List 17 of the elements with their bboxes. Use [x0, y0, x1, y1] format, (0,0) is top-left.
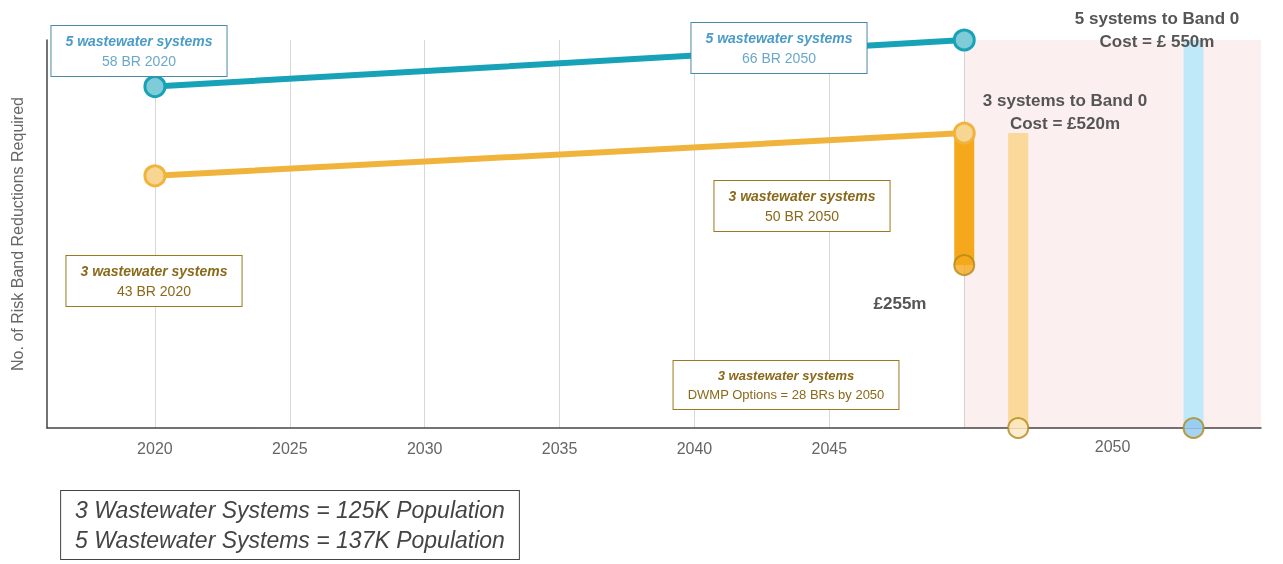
y-axis-title: No. of Risk Band Reductions Required [8, 97, 26, 371]
x-tick-label: 2035 [541, 439, 578, 457]
text: 3 Wastewater Systems = 125K Population 5 Wastewater Systems = 137K Population [75, 497, 505, 553]
annotation: 5 wastewater systems 58 BR 2020 [65, 33, 213, 69]
annotation: £255m [873, 293, 927, 313]
x-tick-label: 2020 [137, 439, 173, 457]
annotation: 5 systems to Band 0 Cost = £ 550m [1074, 9, 1240, 51]
x-tick-label: 2045 [811, 439, 848, 457]
x-tick-label: 2030 [406, 439, 443, 457]
annotation: 3 wastewater systems 43 BR 2020 [80, 263, 228, 299]
band-label: 2050 [1094, 437, 1131, 455]
x-tick-label: 2040 [676, 439, 713, 457]
annotation: 3 wastewater systems DWMP Options = 28 BRs by 2050 [687, 368, 885, 402]
annotation: 3 wastewater systems 50 BR 2050 [728, 188, 876, 224]
x-tick-label: 2025 [272, 439, 308, 457]
annotation: 3 systems to Band 0 Cost = £520m [982, 91, 1148, 133]
annotation: 5 wastewater systems 66 BR 2050 [705, 30, 853, 66]
